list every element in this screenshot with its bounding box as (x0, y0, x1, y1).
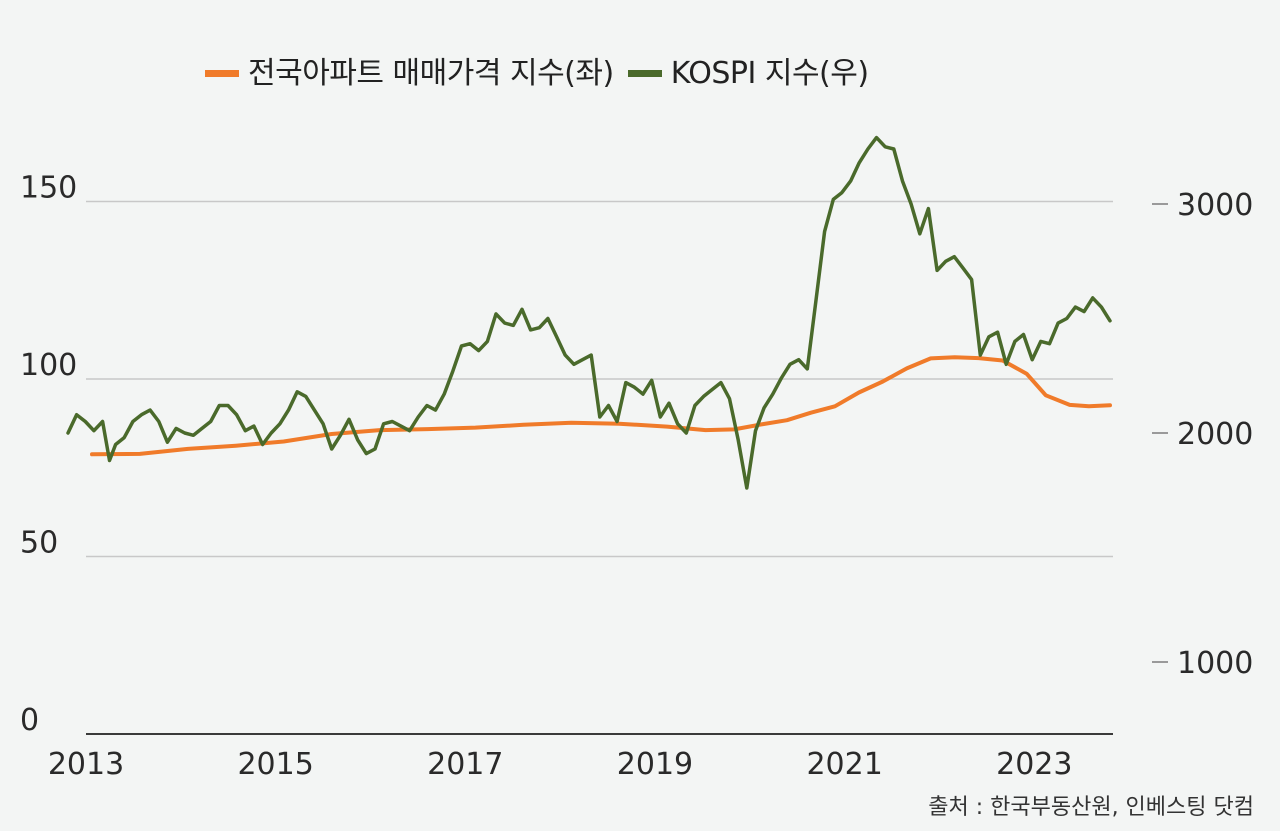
legend-item-kospi: KOSPI 지수(우) (627, 48, 869, 92)
source-note: 출처 : 한국부동산원, 인베스팅 닷컴 (928, 795, 1254, 820)
series-line-apartment (90, 355, 1112, 457)
x-tick-label: 2013 (48, 747, 124, 782)
legend-swatch-apartment (205, 69, 239, 77)
y-left-tick-label: 0 (20, 703, 39, 738)
x-tick-label: 2017 (427, 747, 503, 782)
chart-legend: 전국아파트 매매가격 지수(좌) KOSPI 지수(우) (205, 48, 883, 92)
y-right-tick-label: 1000 (1177, 646, 1253, 681)
legend-label-kospi: KOSPI 지수(우) (670, 56, 869, 91)
y-right-tick-label: 3000 (1177, 188, 1253, 223)
y-left-tick-label: 50 (20, 526, 58, 561)
y-right-tick-label: 2000 (1177, 417, 1253, 452)
y-left-tick-label: 150 (20, 171, 77, 206)
legend-label-apartment: 전국아파트 매매가격 지수(좌) (248, 56, 614, 91)
x-tick-label: 2021 (806, 747, 882, 782)
x-tick-label: 2023 (996, 747, 1072, 782)
x-tick-label: 2019 (617, 747, 693, 782)
x-tick-label: 2015 (237, 747, 313, 782)
y-left-tick-label: 100 (20, 348, 77, 383)
legend-item-apartment: 전국아파트 매매가격 지수(좌) (205, 48, 614, 92)
series-line-kospi (66, 135, 1112, 490)
legend-swatch-kospi (627, 69, 662, 77)
